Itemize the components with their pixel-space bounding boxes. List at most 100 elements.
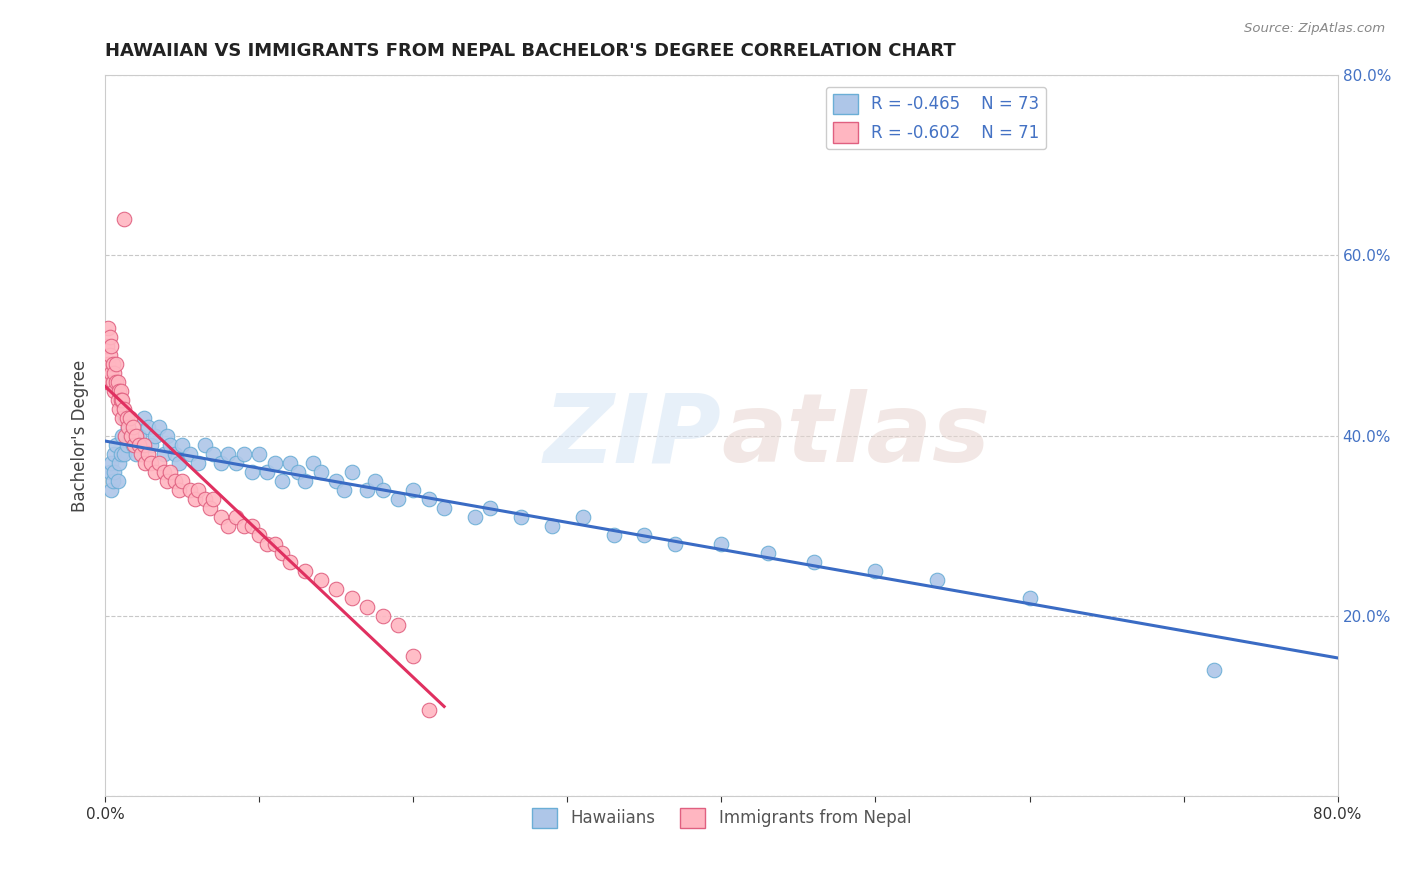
Point [187,456,209,470]
Point [541,518,564,533]
Point [232,518,254,533]
Point [271,546,294,560]
Point [108,456,131,470]
Point [217,447,239,461]
Point [172,437,194,451]
Point [152,447,174,461]
Point [433,500,456,515]
Point [97,357,120,371]
Point [247,447,270,461]
Point [333,483,356,497]
Point [602,528,624,542]
Point [479,500,502,515]
Point [464,509,486,524]
Point [167,483,190,497]
Point [167,456,190,470]
Point [143,428,166,442]
Point [287,465,309,479]
Point [100,483,122,497]
Point [294,564,316,578]
Point [309,465,332,479]
Point [128,428,150,442]
Point [510,509,533,524]
Point [163,474,186,488]
Point [117,419,139,434]
Text: ZIP: ZIP [544,389,721,483]
Point [172,474,194,488]
Point [263,537,285,551]
Point [256,465,278,479]
Point [271,474,294,488]
Point [143,465,166,479]
Point [387,491,409,506]
Point [122,437,145,451]
Point [96,375,118,389]
Point [103,384,125,398]
Point [98,347,121,361]
Point [256,537,278,551]
Point [107,375,129,389]
Point [240,518,263,533]
Point [110,392,132,407]
Point [225,456,247,470]
Point [356,599,378,614]
Point [112,401,135,416]
Point [418,491,440,506]
Point [138,419,160,434]
Point [356,483,378,497]
Point [402,483,425,497]
Point [111,392,134,407]
Point [125,447,148,461]
Legend: Hawaiians, Immigrants from Nepal: Hawaiians, Immigrants from Nepal [526,801,918,835]
Point [263,456,285,470]
Point [141,456,163,470]
Point [803,555,825,569]
Point [138,447,160,461]
Point [101,375,124,389]
Point [163,447,186,461]
Point [129,447,152,461]
Point [118,428,141,442]
Point [132,437,155,451]
Point [103,465,125,479]
Point [633,528,655,542]
Text: Source: ZipAtlas.com: Source: ZipAtlas.com [1244,22,1385,36]
Point [1204,663,1226,677]
Point [278,555,301,569]
Point [111,410,134,425]
Point [100,366,122,380]
Point [141,437,163,451]
Point [117,419,139,434]
Point [103,366,125,380]
Point [110,447,132,461]
Point [225,509,247,524]
Point [132,410,155,425]
Point [101,474,124,488]
Point [710,537,733,551]
Point [232,447,254,461]
Point [927,573,949,587]
Point [664,537,686,551]
Point [364,474,387,488]
Point [120,428,142,442]
Point [111,428,134,442]
Point [209,456,232,470]
Point [108,384,131,398]
Point [387,618,409,632]
Point [865,564,887,578]
Point [202,491,225,506]
Point [148,456,170,470]
Point [202,447,225,461]
Point [118,410,141,425]
Text: atlas: atlas [721,389,990,483]
Point [105,437,128,451]
Point [115,410,138,425]
Point [114,428,136,442]
Point [122,419,145,434]
Point [98,329,121,343]
Point [325,582,347,596]
Point [371,608,394,623]
Point [179,483,201,497]
Point [247,528,270,542]
Y-axis label: Bachelor's Degree: Bachelor's Degree [72,359,89,512]
